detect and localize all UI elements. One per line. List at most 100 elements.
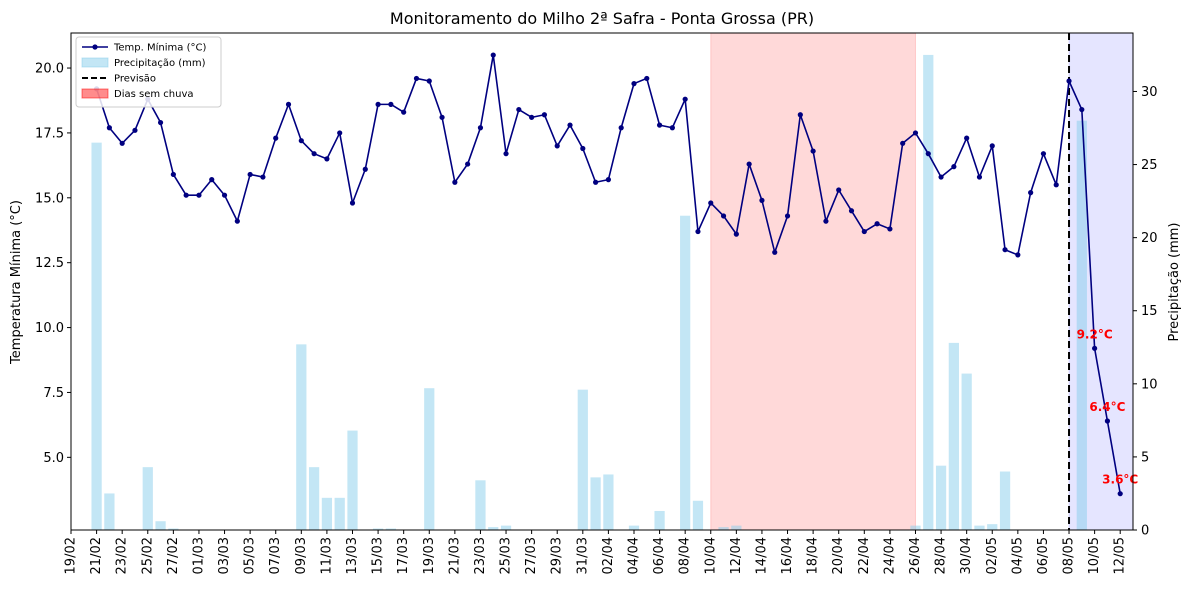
temperature-point — [900, 140, 906, 146]
precipitation-bar — [347, 430, 358, 530]
y-tick-label: 15.0 — [35, 191, 64, 206]
precipitation-bar — [974, 525, 985, 530]
temperature-point — [708, 200, 714, 206]
legend-label: Precipitação (mm) — [114, 58, 206, 69]
temperature-point — [810, 148, 816, 154]
precipitation-bar — [142, 467, 153, 530]
legend-patch-swatch — [81, 57, 109, 68]
temperature-point — [746, 161, 752, 167]
precipitation-bars — [91, 54, 1087, 531]
x-tick-label: 20/04 — [831, 537, 846, 574]
x-tick-label: 11/03 — [319, 537, 334, 574]
temperature-point — [784, 213, 791, 219]
temperature-point — [1002, 247, 1008, 253]
precipitation-bar — [961, 373, 972, 530]
precipitation-bar — [500, 525, 512, 530]
temperature-point — [465, 161, 471, 167]
temperature-series — [93, 52, 1123, 497]
temperature-point — [388, 101, 394, 107]
temperature-point — [976, 174, 983, 180]
temperature-point — [1053, 182, 1059, 188]
precipitation-bar — [168, 528, 179, 530]
precipitation-bar — [603, 474, 614, 530]
temperature-point — [452, 179, 458, 185]
y-tick-label: 20.0 — [35, 62, 64, 77]
x-axis: 19/02 21/02 23/02 25/02 27/02 01/03 03/03 05/03… — [64, 530, 1128, 574]
temperature-point — [106, 125, 112, 131]
precipitation-bar — [424, 388, 435, 530]
forecast-temp-label: 3.6°C — [1102, 473, 1138, 487]
temperature-point — [1015, 252, 1021, 258]
y-tick-label: 17.5 — [35, 126, 64, 141]
forecast-temp-label: 6.4°C — [1089, 400, 1125, 414]
y-tick-label: 12.5 — [35, 256, 64, 271]
precipitation-bar — [372, 528, 384, 530]
x-tick-label: 24/04 — [882, 537, 897, 574]
y2-tick-label: 10 — [1141, 377, 1158, 392]
x-tick-label: 22/04 — [857, 537, 872, 574]
x-tick-label: 21/02 — [89, 537, 104, 574]
x-tick-label: 02/05 — [985, 537, 1000, 574]
x-tick-label: 27/03 — [524, 537, 539, 574]
temperature-point — [170, 171, 176, 178]
x-tick-label: 01/03 — [191, 537, 206, 574]
x-tick-label: 19/03 — [422, 537, 437, 574]
precipitation-bar — [692, 500, 704, 530]
y2-tick-label: 0 — [1141, 524, 1149, 539]
temperature-point — [605, 177, 611, 183]
precipitation-bar — [999, 471, 1011, 530]
x-tick-label: 18/04 — [806, 537, 821, 574]
temperature-point — [733, 231, 739, 237]
temperature-point — [593, 179, 599, 185]
precipitation-bar — [104, 493, 115, 530]
x-tick-label: 29/03 — [550, 537, 565, 574]
temperature-point — [375, 101, 381, 107]
x-tick-label: 31/03 — [575, 537, 590, 574]
temperature-point — [797, 112, 803, 118]
precipitation-bar — [680, 215, 691, 530]
temperature-point — [823, 218, 829, 224]
precipitation-bar — [923, 54, 934, 530]
precipitation-bar — [577, 389, 588, 530]
precipitation-bar — [718, 527, 729, 530]
x-tick-label: 03/03 — [217, 537, 232, 574]
x-tick-label: 25/02 — [140, 537, 155, 574]
x-tick-label: 07/03 — [268, 537, 283, 574]
temperature-point — [324, 156, 330, 162]
x-tick-label: 23/03 — [473, 537, 488, 574]
temperature-point — [938, 174, 944, 180]
x-tick-label: 25/03 — [499, 537, 514, 574]
temperature-point — [132, 127, 138, 133]
temperature-point — [912, 130, 919, 136]
x-tick-label: 10/04 — [703, 537, 718, 574]
precipitation-bar — [296, 344, 307, 530]
precipitation-bar — [987, 524, 998, 530]
temperature-point — [836, 187, 842, 193]
temperature-point — [848, 208, 855, 214]
temperature-point — [772, 249, 778, 255]
x-tick-label: 06/05 — [1036, 537, 1051, 574]
x-tick-label: 17/03 — [396, 537, 411, 574]
temperature-point — [720, 213, 727, 219]
legend-patch-swatch — [81, 88, 109, 99]
x-tick-label: 08/05 — [1062, 537, 1077, 574]
temperature-point — [618, 125, 624, 131]
legend: Temp. Mínima (°C) Precipitação (mm) Previs… — [75, 36, 222, 108]
legend-marker-swatch — [92, 44, 98, 50]
y2-tick-label: 20 — [1141, 231, 1158, 246]
temperature-point — [1104, 418, 1111, 424]
temperature-point — [183, 192, 189, 198]
y-tick-label: 7.5 — [43, 386, 64, 401]
x-tick-label: 27/02 — [166, 537, 181, 574]
temperature-point — [925, 151, 931, 157]
temperature-point — [529, 114, 535, 120]
precipitation-bar — [731, 525, 742, 530]
temperature-point — [503, 151, 509, 157]
precipitation-bar — [654, 510, 665, 530]
temperature-point — [157, 119, 164, 126]
y2-tick-label: 5 — [1141, 450, 1149, 465]
temperature-point — [656, 122, 663, 128]
temperature-point — [516, 106, 522, 113]
x-tick-label: 02/04 — [601, 537, 616, 574]
